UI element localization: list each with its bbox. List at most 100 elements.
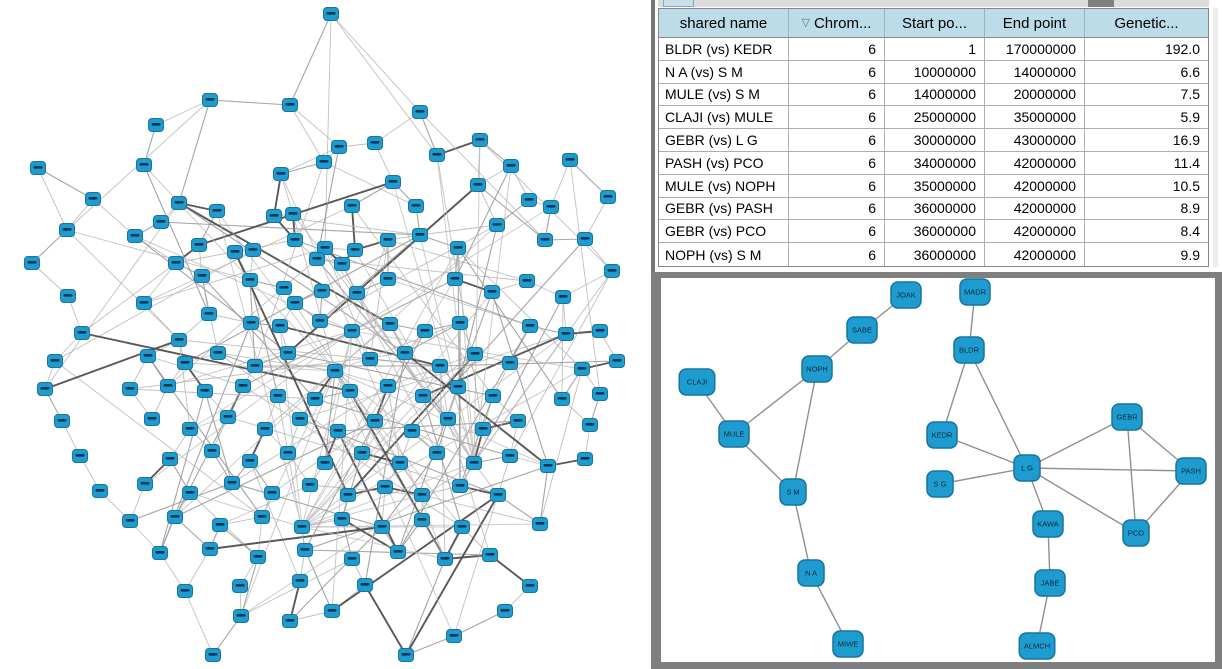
network-edge[interactable] [1126,416,1137,534]
network-edge[interactable] [184,590,214,656]
large-network-node[interactable] [209,204,225,218]
large-network-node[interactable] [450,241,466,255]
network-edge[interactable] [178,202,391,325]
large-network-node[interactable] [273,167,289,181]
table-row[interactable]: MULE (vs) S M 6 14000000 20000000 7.5 [659,83,1208,107]
column-header[interactable]: End point [985,9,1085,37]
network-edge[interactable] [1026,467,1192,472]
subnetwork-canvas[interactable]: JOAK MADR SABE BLDR NOPH CLAJI KEDR MULE GEBR L G… [661,278,1215,662]
large-network-node[interactable] [429,446,445,460]
network-node[interactable]: PASH [1175,457,1207,485]
large-network-node[interactable] [467,347,483,361]
large-network-node[interactable] [59,223,75,237]
large-network-node[interactable] [309,252,325,266]
large-network-node[interactable] [224,476,240,490]
network-edge[interactable] [381,452,438,528]
large-network-node[interactable] [357,578,373,592]
network-edge[interactable] [242,385,463,528]
network-edge[interactable] [341,452,363,520]
large-network-node[interactable] [282,614,298,628]
network-edge[interactable] [160,221,421,236]
large-network-node[interactable] [257,422,273,436]
large-network-node[interactable] [475,422,491,436]
network-edge[interactable] [178,339,191,430]
network-edge[interactable] [178,339,371,360]
network-edge[interactable] [144,330,353,485]
large-network-node[interactable] [342,384,358,398]
network-edge[interactable] [217,352,336,372]
network-edge[interactable] [419,224,498,236]
network-edge[interactable] [189,492,303,528]
large-network-node[interactable] [177,356,193,370]
large-network-node[interactable] [344,199,360,213]
large-network-node[interactable] [415,389,431,403]
large-network-node[interactable] [408,199,424,213]
large-network-node[interactable] [482,548,498,562]
column-header[interactable]: shared name [659,9,789,37]
large-network-node[interactable] [227,245,243,259]
large-network-node[interactable] [182,422,198,436]
large-network-node[interactable] [152,546,168,560]
network-edge[interactable] [405,494,499,656]
large-network-node[interactable] [543,200,559,214]
network-node[interactable]: KAWA [1032,510,1064,538]
table-row[interactable]: BLDR (vs) KEDR 6 1 170000000 192.0 [659,38,1208,61]
network-edge[interactable] [477,184,546,241]
network-edge[interactable] [473,165,512,464]
network-edge[interactable] [439,365,449,420]
large-network-node[interactable] [197,384,213,398]
network-edge[interactable] [419,111,438,156]
network-edge[interactable] [561,296,564,400]
large-network-node[interactable] [555,290,571,304]
column-header[interactable]: Start po... [885,9,985,37]
large-network-node[interactable] [472,133,488,147]
network-edge[interactable] [209,99,291,106]
network-edge[interactable] [351,205,494,397]
large-network-node[interactable] [398,648,414,662]
network-edge[interactable] [54,360,263,518]
network-edge[interactable] [189,330,353,430]
large-network-node[interactable] [537,233,553,247]
large-network-node[interactable] [330,424,346,438]
network-node[interactable]: JABE [1034,569,1066,597]
network-edge[interactable] [330,13,438,156]
network-edge[interactable] [941,349,970,436]
large-network-node[interactable] [470,178,486,192]
large-network-node[interactable] [148,118,164,132]
large-network-node[interactable] [522,319,538,333]
large-network-node[interactable] [447,272,463,286]
large-network-node[interactable] [122,382,138,396]
large-network-node[interactable] [600,190,616,204]
network-edge[interactable] [509,270,613,457]
network-edge[interactable] [351,330,583,370]
large-network-node[interactable] [280,446,296,460]
network-edge[interactable] [129,482,233,522]
network-edge[interactable] [364,352,406,586]
large-network-node[interactable] [136,158,152,172]
large-network-node[interactable] [54,414,70,428]
large-network-node[interactable] [287,296,303,310]
large-network-node[interactable] [270,389,286,403]
network-edge[interactable] [473,139,481,464]
large-network-node[interactable] [276,281,292,295]
large-network-node[interactable] [454,520,470,534]
large-network-node[interactable] [162,452,178,466]
large-network-node[interactable] [264,486,280,500]
large-network-node[interactable] [540,459,556,473]
network-edge[interactable] [184,548,211,592]
large-network-node[interactable] [519,274,535,288]
large-network-node[interactable] [404,424,420,438]
large-network-node[interactable] [450,380,466,394]
large-network-node[interactable] [604,264,620,278]
column-header[interactable]: ▽ Chrom... [789,9,885,37]
large-network-node[interactable] [324,604,340,618]
large-network-node[interactable] [72,449,88,463]
network-node[interactable]: MIWE [832,630,864,658]
network-edge[interactable] [419,111,546,241]
large-network-node[interactable] [220,410,236,424]
network-edge[interactable] [330,13,421,113]
network-edge[interactable] [289,526,383,622]
large-network-node[interactable] [282,98,298,112]
network-edge[interactable] [231,482,383,528]
large-network-node[interactable] [380,233,396,247]
